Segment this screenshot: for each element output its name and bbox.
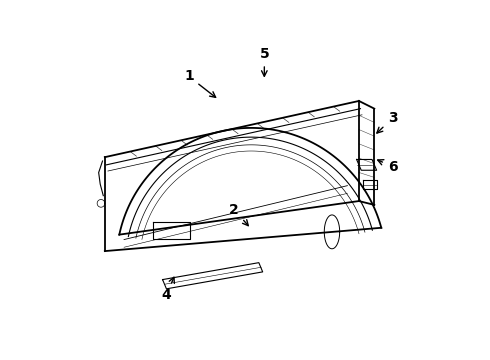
Text: 1: 1 xyxy=(184,69,216,97)
Text: 5: 5 xyxy=(260,47,269,76)
Text: 3: 3 xyxy=(377,111,397,133)
Text: 4: 4 xyxy=(161,277,174,302)
Text: 2: 2 xyxy=(229,203,248,226)
Text: 6: 6 xyxy=(378,159,397,174)
